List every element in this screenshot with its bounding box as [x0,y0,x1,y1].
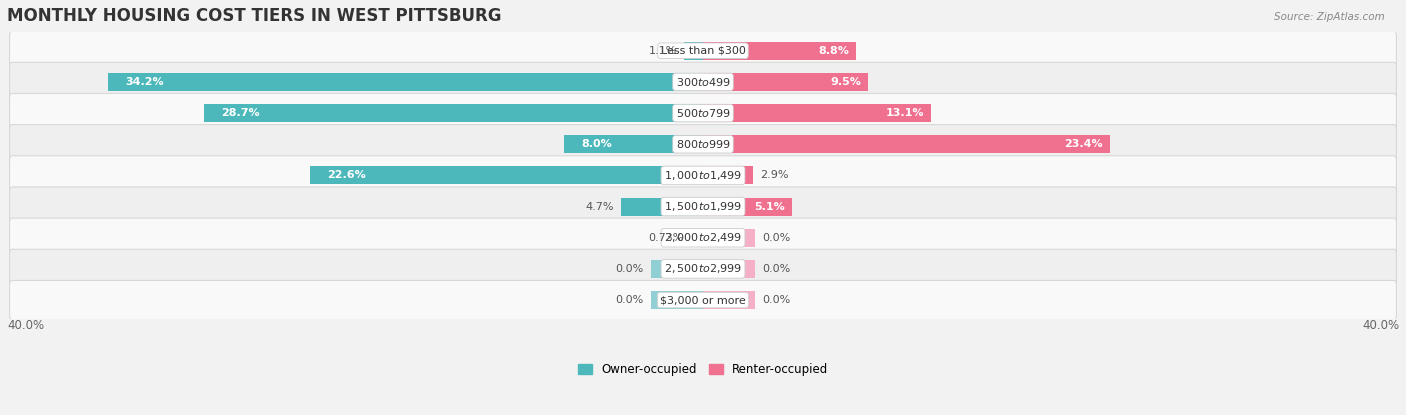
Text: 34.2%: 34.2% [125,77,165,87]
Bar [703,260,755,278]
Bar [683,42,703,60]
Text: $1,500 to $1,999: $1,500 to $1,999 [664,200,742,213]
Text: 22.6%: 22.6% [328,171,366,181]
Text: MONTHLY HOUSING COST TIERS IN WEST PITTSBURG: MONTHLY HOUSING COST TIERS IN WEST PITTS… [7,7,502,25]
Text: 1.1%: 1.1% [648,46,676,56]
Text: $2,000 to $2,499: $2,000 to $2,499 [664,231,742,244]
FancyBboxPatch shape [10,218,1396,257]
FancyBboxPatch shape [10,249,1396,288]
Text: 0.0%: 0.0% [762,295,790,305]
Bar [651,260,703,278]
Bar [703,73,869,91]
Bar [703,198,792,216]
Bar [621,198,703,216]
Text: Less than $300: Less than $300 [661,46,745,56]
Bar [703,104,931,122]
Text: 8.8%: 8.8% [818,46,849,56]
Text: 0.0%: 0.0% [762,264,790,274]
Bar [108,73,703,91]
FancyBboxPatch shape [10,156,1396,195]
FancyBboxPatch shape [10,93,1396,133]
Text: 5.1%: 5.1% [754,202,785,212]
Text: 0.0%: 0.0% [762,233,790,243]
Bar [651,291,703,309]
Bar [309,166,703,184]
Text: 0.0%: 0.0% [616,295,644,305]
Bar [690,229,703,247]
Text: 2.9%: 2.9% [761,171,789,181]
FancyBboxPatch shape [10,62,1396,102]
Bar [703,166,754,184]
Text: 40.0%: 40.0% [1362,320,1399,332]
Text: 0.0%: 0.0% [616,264,644,274]
Text: $1,000 to $1,499: $1,000 to $1,499 [664,169,742,182]
Bar [703,135,1111,153]
FancyBboxPatch shape [10,281,1396,320]
Bar [703,42,856,60]
Text: $2,500 to $2,999: $2,500 to $2,999 [664,262,742,276]
Text: $3,000 or more: $3,000 or more [661,295,745,305]
FancyBboxPatch shape [10,124,1396,164]
Text: 28.7%: 28.7% [221,108,260,118]
Text: 23.4%: 23.4% [1064,139,1104,149]
Text: 4.7%: 4.7% [586,202,614,212]
Bar [564,135,703,153]
Text: $500 to $799: $500 to $799 [675,107,731,119]
Legend: Owner-occupied, Renter-occupied: Owner-occupied, Renter-occupied [578,363,828,376]
Bar [703,229,755,247]
FancyBboxPatch shape [10,187,1396,226]
Text: Source: ZipAtlas.com: Source: ZipAtlas.com [1274,12,1385,22]
Text: $300 to $499: $300 to $499 [675,76,731,88]
FancyBboxPatch shape [10,31,1396,71]
Text: 13.1%: 13.1% [886,108,924,118]
Text: $800 to $999: $800 to $999 [675,138,731,150]
Text: 0.73%: 0.73% [648,233,683,243]
Text: 9.5%: 9.5% [831,77,862,87]
Bar [204,104,703,122]
Text: 40.0%: 40.0% [7,320,44,332]
Text: 8.0%: 8.0% [581,139,612,149]
Bar [703,291,755,309]
